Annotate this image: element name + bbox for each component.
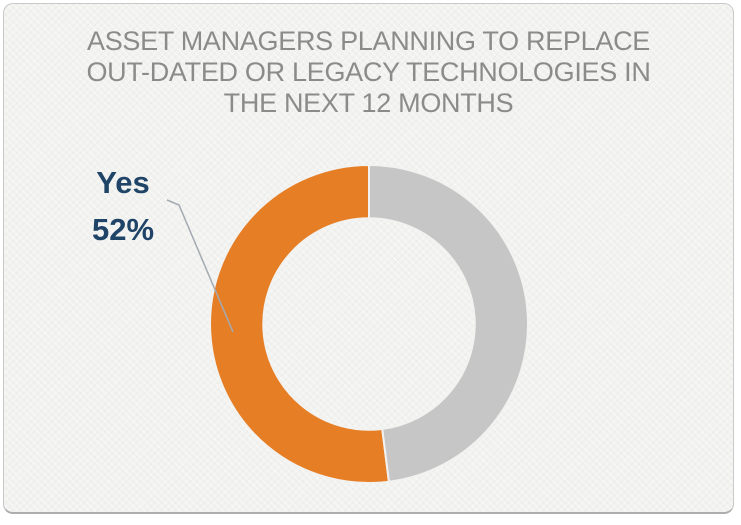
data-label-yes: Yes 52% [70,159,176,253]
chart-title: ASSET MANAGERS PLANNING TO REPLACE OUT-D… [49,26,689,119]
donut-chart [166,164,530,484]
slide-frame: ASSET MANAGERS PLANNING TO REPLACE OUT-D… [3,3,734,514]
leader-line [166,199,234,333]
donut-slice-remainder [368,164,530,483]
data-label-yes-value: 52% [91,212,155,247]
data-label-yes-name: Yes [96,165,150,200]
chart-title-line-2: OUT-DATED OR LEGACY TECHNOLOGIES IN [86,57,651,87]
chart-title-line-3: THE NEXT 12 MONTHS [223,88,514,118]
chart-title-line-1: ASSET MANAGERS PLANNING TO REPLACE [87,26,650,56]
donut-slice-yes [209,164,390,484]
